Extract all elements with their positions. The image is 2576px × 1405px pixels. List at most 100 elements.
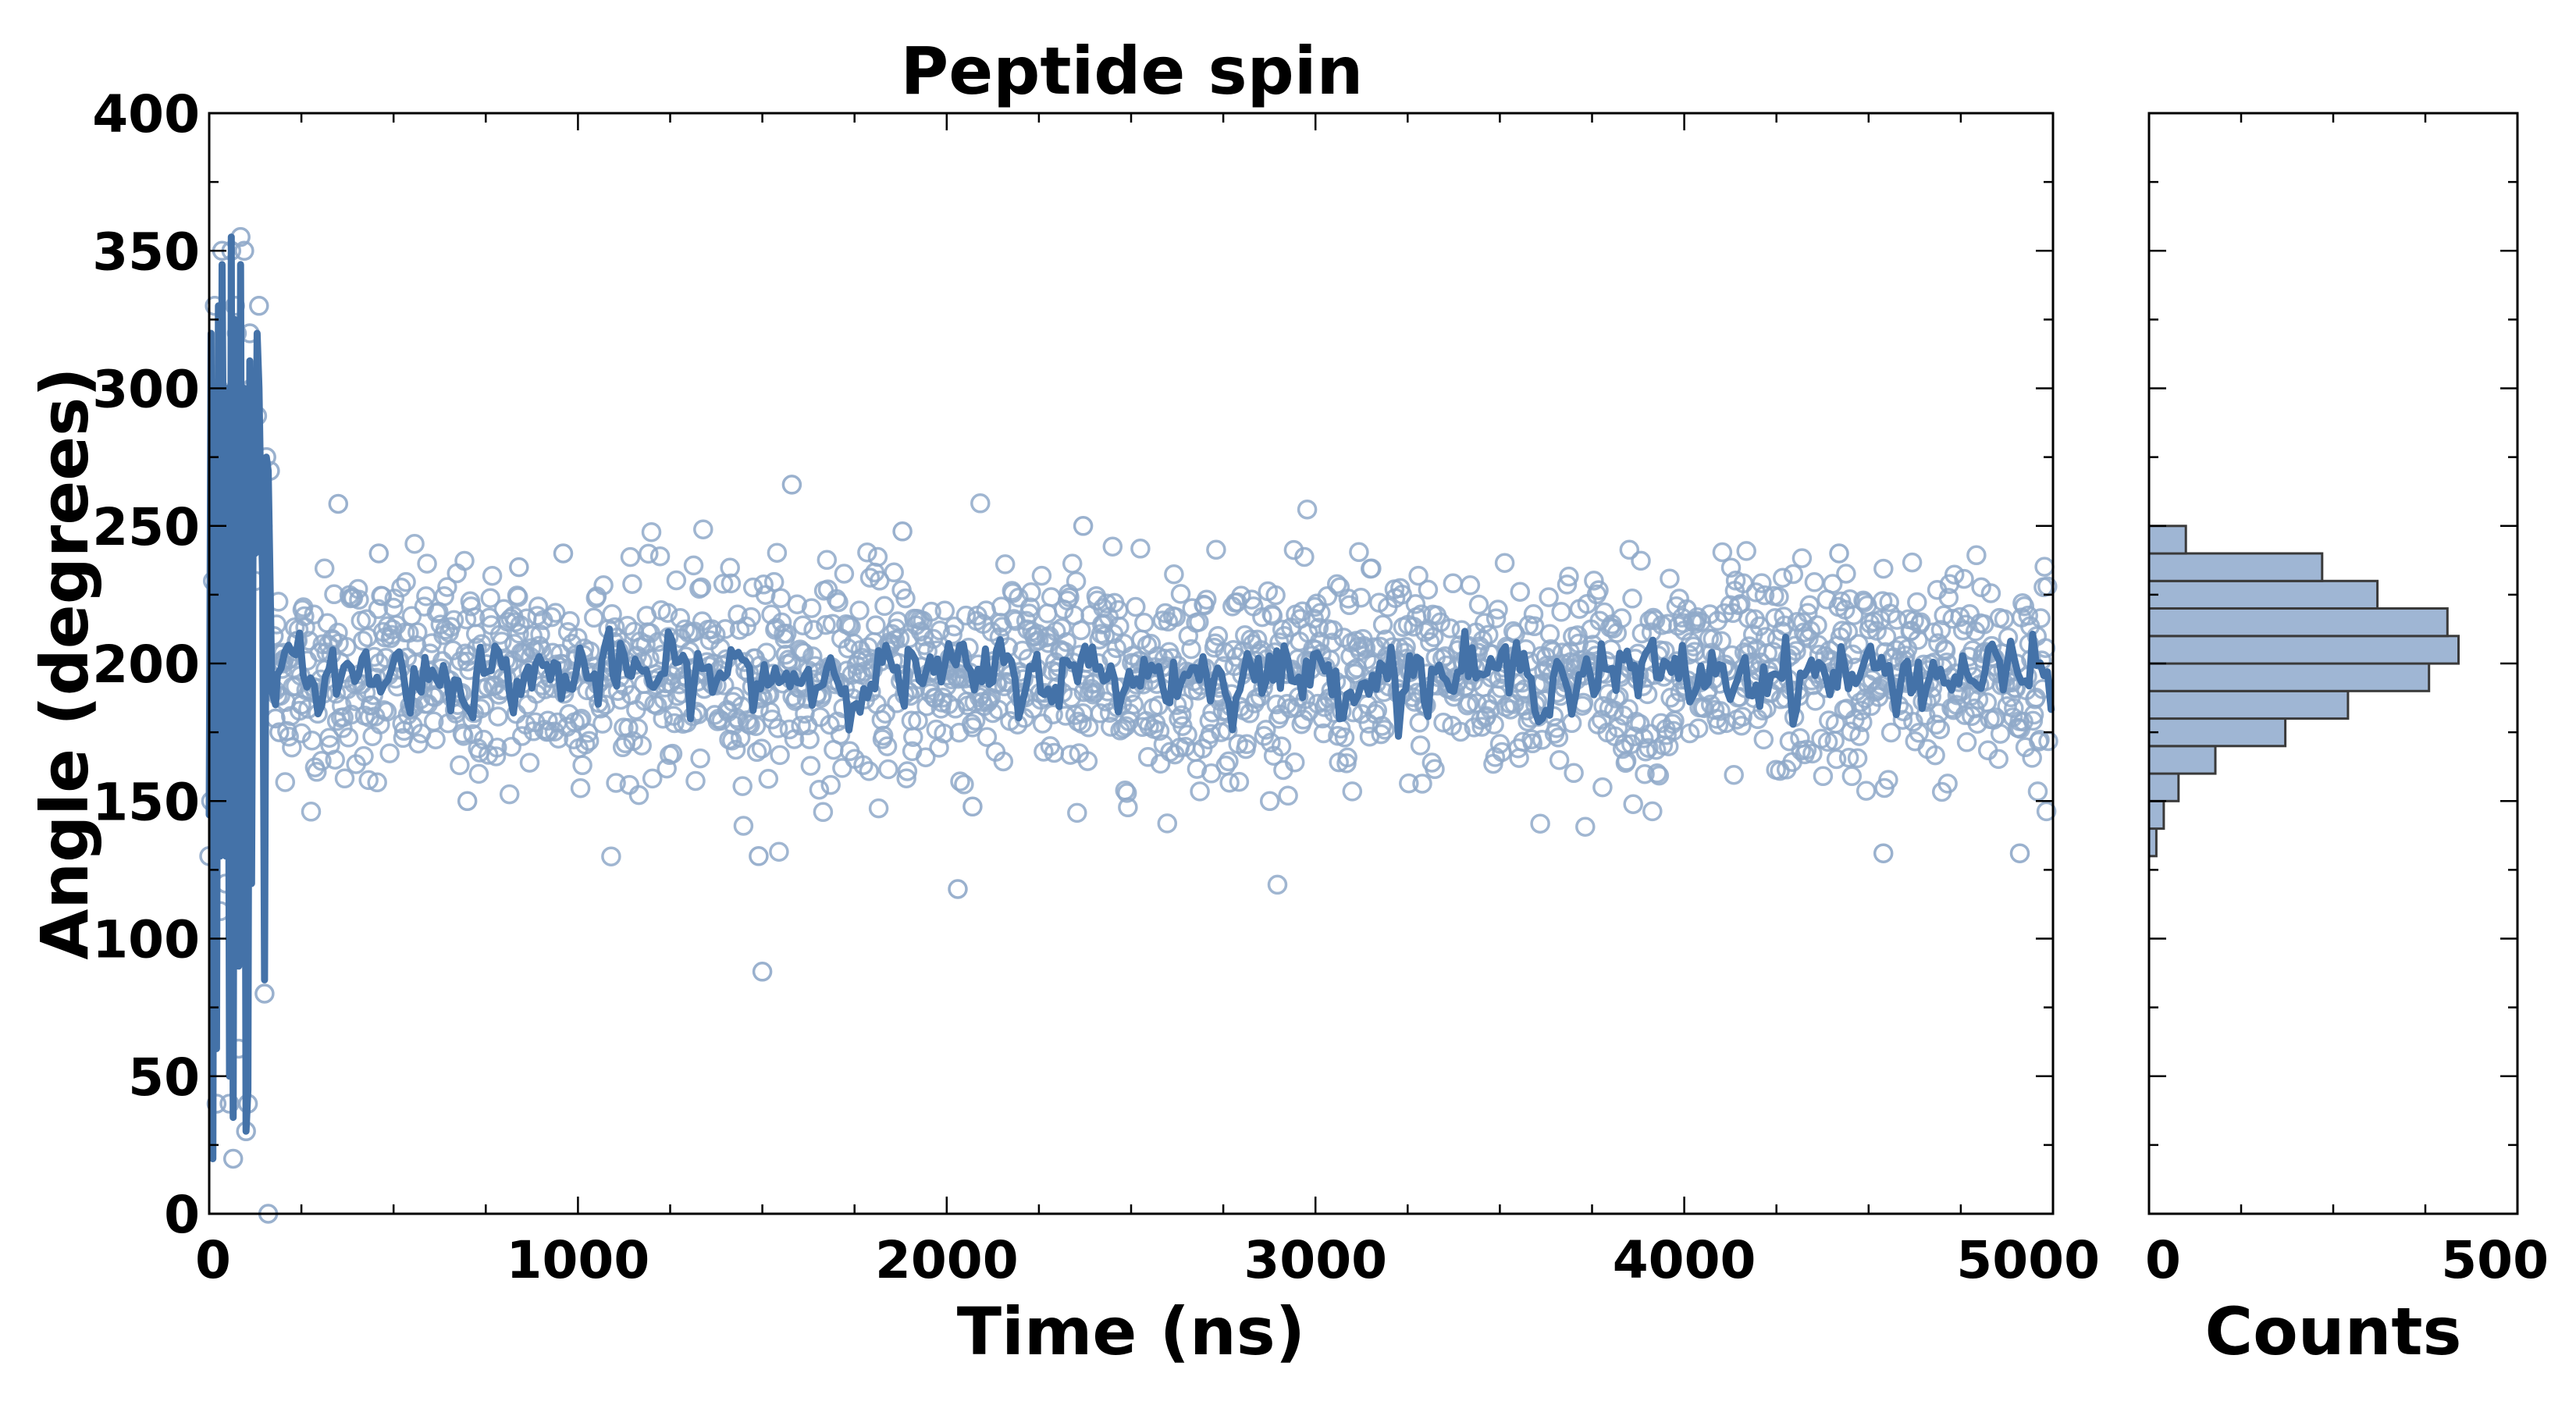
- scatter-point: [1031, 565, 1052, 586]
- scatter-point: [908, 710, 928, 731]
- scatter-point: [1549, 749, 1570, 770]
- scatter-point: [572, 755, 592, 776]
- scatter-point: [1439, 618, 1461, 638]
- scatter-point: [921, 601, 941, 622]
- scatter-point: [994, 554, 1016, 574]
- scatter-point: [1530, 813, 1550, 834]
- scatter-point: [720, 573, 742, 594]
- scatter-point: [1118, 797, 1138, 818]
- scatter-point: [1392, 584, 1412, 605]
- scatter-point: [1752, 573, 1772, 593]
- scatter-point: [519, 752, 540, 773]
- scatter-point: [509, 624, 529, 644]
- scatter-point: [311, 751, 332, 771]
- histogram-bar: [2147, 525, 2187, 555]
- scatter-point: [1059, 587, 1080, 607]
- scatter-point: [1873, 558, 1894, 579]
- scatter-point: [1489, 734, 1510, 754]
- scatter-point: [578, 731, 600, 752]
- scatter-point: [1150, 753, 1171, 774]
- scatter-point: [896, 768, 916, 788]
- scatter-point: [454, 726, 474, 746]
- x-tick-label: 0: [195, 1230, 231, 1290]
- scatter-point: [2018, 605, 2039, 626]
- scatter-point: [715, 619, 735, 639]
- scatter-point: [1409, 713, 1430, 733]
- scatter-point: [683, 555, 704, 576]
- scatter-point: [391, 577, 411, 598]
- scatter-point: [1822, 574, 1843, 594]
- scatter-point: [407, 622, 428, 642]
- scatter-point: [528, 596, 549, 617]
- scatter-point: [1721, 645, 1742, 666]
- scatter-point: [1349, 542, 1369, 563]
- scatter-point: [1736, 541, 1756, 561]
- scatter-point: [328, 493, 349, 514]
- scatter-point: [763, 571, 785, 592]
- scatter-point: [1475, 613, 1495, 633]
- scatter-point: [1256, 720, 1276, 740]
- scatter-point: [853, 755, 873, 775]
- scatter-point: [1130, 539, 1151, 559]
- scatter-point: [1878, 770, 1898, 790]
- scatter-point: [2034, 557, 2055, 577]
- scatter-point: [1157, 813, 1178, 834]
- scatter-point: [249, 296, 269, 316]
- y-tick-label: 0: [164, 1185, 200, 1245]
- scatter-point: [635, 634, 656, 655]
- scatter-point: [542, 606, 562, 628]
- scatter-point: [1425, 759, 1445, 780]
- scatter-point: [1355, 638, 1376, 659]
- scatter-point: [1649, 765, 1670, 786]
- scatter-point: [1724, 764, 1744, 785]
- scatter-point: [685, 770, 706, 791]
- scatter-point: [586, 586, 607, 606]
- scatter-point: [461, 596, 482, 617]
- scatter-point: [1802, 743, 1823, 764]
- scatter-point: [756, 642, 777, 663]
- scatter-point: [1773, 567, 1793, 588]
- scatter-point: [1078, 717, 1099, 738]
- scatter-point: [1066, 571, 1087, 592]
- scatter-point: [1873, 843, 1894, 863]
- scatter-point: [437, 577, 457, 597]
- scatter-point: [652, 644, 672, 665]
- scatter-point: [376, 702, 397, 722]
- scatter-point: [1219, 772, 1240, 793]
- scatter-point: [1852, 712, 1873, 732]
- scatter-point: [786, 688, 806, 710]
- scatter-point: [800, 756, 821, 776]
- scatter-point: [1149, 720, 1170, 742]
- scatter-point: [1720, 557, 1742, 578]
- scatter-point: [746, 742, 767, 763]
- x-tick-label: 4000: [1613, 1230, 1756, 1290]
- scatter-point: [1623, 794, 1643, 814]
- scatter-point: [1361, 558, 1382, 578]
- scatter-point: [977, 727, 998, 747]
- scatter-point: [892, 521, 913, 542]
- scatter-point: [1524, 616, 1545, 637]
- scatter-point: [751, 738, 772, 759]
- scatter-point: [1208, 625, 1229, 646]
- scatter-point: [641, 521, 662, 542]
- scatter-point: [1164, 564, 1184, 585]
- scatter-point: [620, 546, 641, 567]
- scatter-point: [792, 615, 813, 635]
- scatter-point: [1774, 606, 1794, 627]
- scatter-point: [508, 587, 528, 607]
- scatter-point: [1769, 586, 1789, 607]
- scatter-point: [1660, 688, 1681, 708]
- scatter-point: [294, 606, 315, 627]
- scatter-point: [1262, 606, 1283, 626]
- scatter-point: [1410, 735, 1431, 756]
- scatter-point: [404, 533, 425, 554]
- scatter-point: [1460, 575, 1481, 596]
- scatter-point: [584, 607, 604, 628]
- scatter-point: [1539, 587, 1559, 607]
- scatter-point: [1372, 716, 1393, 736]
- scatter-point: [1966, 545, 1987, 566]
- scatter-point: [425, 729, 446, 749]
- scatter-point: [702, 619, 722, 639]
- scatter-point: [291, 695, 311, 715]
